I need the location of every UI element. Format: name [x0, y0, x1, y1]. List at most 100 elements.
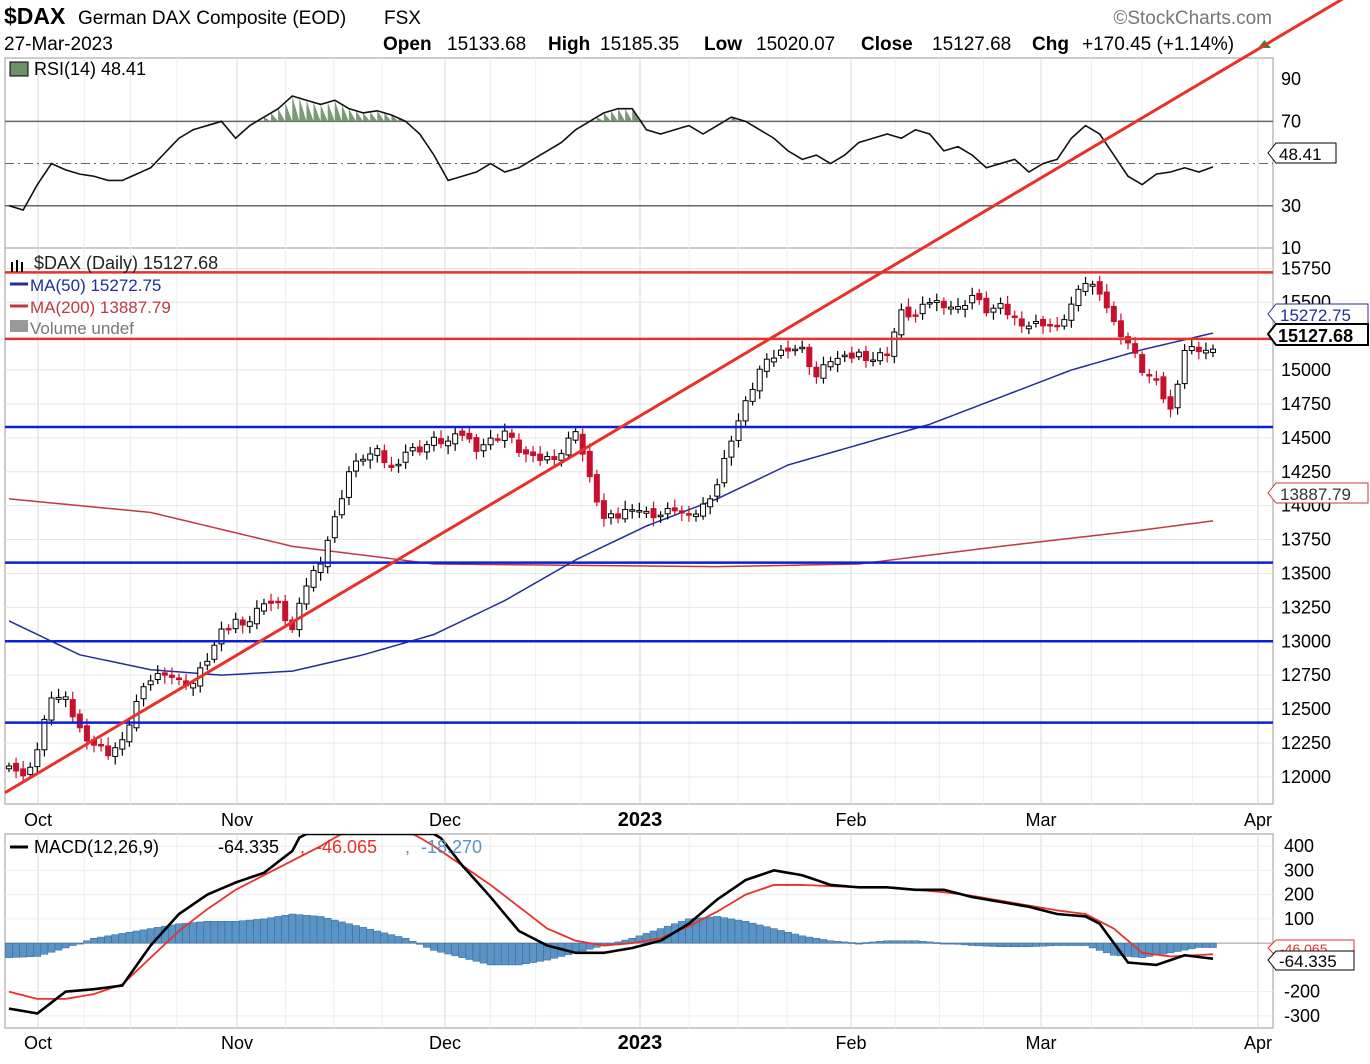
- candlestick: [508, 428, 515, 444]
- candlestick: [438, 430, 445, 449]
- candlestick: [119, 731, 126, 756]
- macd-histogram-bar: [118, 933, 127, 944]
- candlestick: [841, 350, 848, 363]
- volume-legend: Volume undef: [30, 319, 134, 338]
- macd-histogram-bar: [1166, 942, 1175, 954]
- candlestick: [671, 499, 678, 516]
- candle-body: [1117, 320, 1124, 338]
- candlestick: [452, 426, 459, 451]
- macd-histogram-bar: [196, 921, 204, 944]
- candlestick: [459, 426, 466, 441]
- candlestick: [303, 577, 310, 610]
- candlestick: [834, 351, 841, 373]
- candlestick: [239, 616, 246, 634]
- candle-body: [1110, 305, 1117, 323]
- x-tick-label-macd: Oct: [24, 1033, 52, 1053]
- macd-histogram-bar: [982, 942, 991, 947]
- candle-body: [877, 352, 884, 362]
- candle-body: [501, 430, 508, 441]
- candle-body: [98, 743, 105, 747]
- macd-histogram-bar: [883, 940, 891, 944]
- candlestick: [600, 493, 607, 527]
- candlestick: [381, 444, 388, 469]
- macd-histogram-bar: [479, 942, 488, 964]
- candle-body: [1160, 376, 1167, 400]
- candlestick: [827, 356, 834, 371]
- candlestick: [345, 466, 352, 506]
- x-tick-label: Nov: [221, 810, 253, 830]
- rsi-tick-label: 10: [1281, 238, 1301, 258]
- candle-body: [260, 603, 267, 612]
- macd-histogram-bar: [444, 942, 452, 955]
- macd-histogram-bar: [678, 921, 686, 944]
- macd-histogram-bar: [1088, 942, 1097, 949]
- candlestick: [891, 328, 898, 364]
- candle-body: [1032, 321, 1039, 324]
- ohlc-summary: Open 15133.68 High 15185.35 Low 15020.07…: [383, 34, 1234, 55]
- chg-value: +170.45 (+1.14%): [1082, 34, 1234, 55]
- candle-body: [735, 420, 742, 441]
- candle-body: [785, 347, 792, 352]
- macd-legend-prefix: MACD(12,26,9): [34, 837, 159, 857]
- svg-text:15127.68: 15127.68: [1278, 326, 1353, 346]
- candle-body: [615, 513, 622, 519]
- candle-body: [870, 359, 877, 363]
- macd-histogram-bar: [465, 942, 474, 960]
- candlestick: [721, 450, 728, 488]
- candlestick: [1139, 351, 1146, 376]
- candle-body: [204, 660, 211, 666]
- macd-histogram-bar: [33, 942, 42, 957]
- candle-body: [282, 600, 289, 622]
- candlestick: [586, 443, 593, 483]
- candle-body: [190, 682, 197, 689]
- candlestick: [636, 502, 643, 518]
- candlestick: [1160, 371, 1167, 404]
- macd-histogram-bar: [366, 928, 374, 944]
- x-tick-label-macd: Nov: [221, 1033, 253, 1053]
- candle-body: [969, 294, 976, 304]
- candle-body: [678, 510, 685, 514]
- candlestick: [388, 456, 395, 472]
- macd-histogram-bar: [727, 918, 736, 944]
- candle-body: [1004, 303, 1011, 316]
- macd-histogram-bar: [61, 942, 70, 949]
- candle-body: [473, 437, 480, 452]
- x-tick-label-macd: Dec: [429, 1033, 461, 1053]
- macd-histogram-bar: [387, 934, 396, 944]
- ma200-badge: 13887.79: [1267, 482, 1369, 504]
- candle-body: [55, 696, 62, 700]
- macd-histogram-bar: [755, 924, 764, 944]
- close-label: Close: [861, 34, 913, 55]
- macd-histogram-bar: [713, 916, 721, 944]
- candlestick: [912, 309, 919, 323]
- candle-body: [558, 453, 565, 461]
- candlestick: [225, 624, 232, 635]
- macd-histogram-bar: [1032, 942, 1040, 947]
- candle-body: [1167, 396, 1174, 410]
- ticker-name: German DAX Composite (EOD): [78, 8, 346, 29]
- macd-histogram-bar: [253, 919, 261, 944]
- macd-histogram-bar: [394, 936, 403, 944]
- candle-body: [919, 303, 926, 315]
- candlestick: [990, 304, 997, 320]
- macd-histogram-bar: [1039, 942, 1047, 947]
- candle-body: [841, 354, 848, 358]
- candle-body: [331, 516, 338, 539]
- macd-histogram-bar: [862, 942, 870, 944]
- macd-histogram-bar: [1060, 942, 1069, 946]
- macd-histogram-bar: [522, 942, 530, 964]
- volume-legend-icon: [10, 320, 28, 332]
- candlestick: [1146, 368, 1153, 384]
- candle-body: [310, 569, 317, 588]
- candle-body: [692, 513, 699, 518]
- price-tick-label: 12000: [1281, 767, 1331, 787]
- macd-histogram-bar: [614, 941, 622, 944]
- svg-text:-64.335: -64.335: [1279, 952, 1337, 971]
- macd-histogram-bar: [947, 942, 955, 945]
- candlestick: [523, 446, 530, 463]
- price-tick-label: 13500: [1281, 563, 1331, 583]
- candle-body: [940, 300, 947, 309]
- candle-body: [466, 432, 473, 440]
- ticker-symbol: $DAX: [4, 3, 66, 29]
